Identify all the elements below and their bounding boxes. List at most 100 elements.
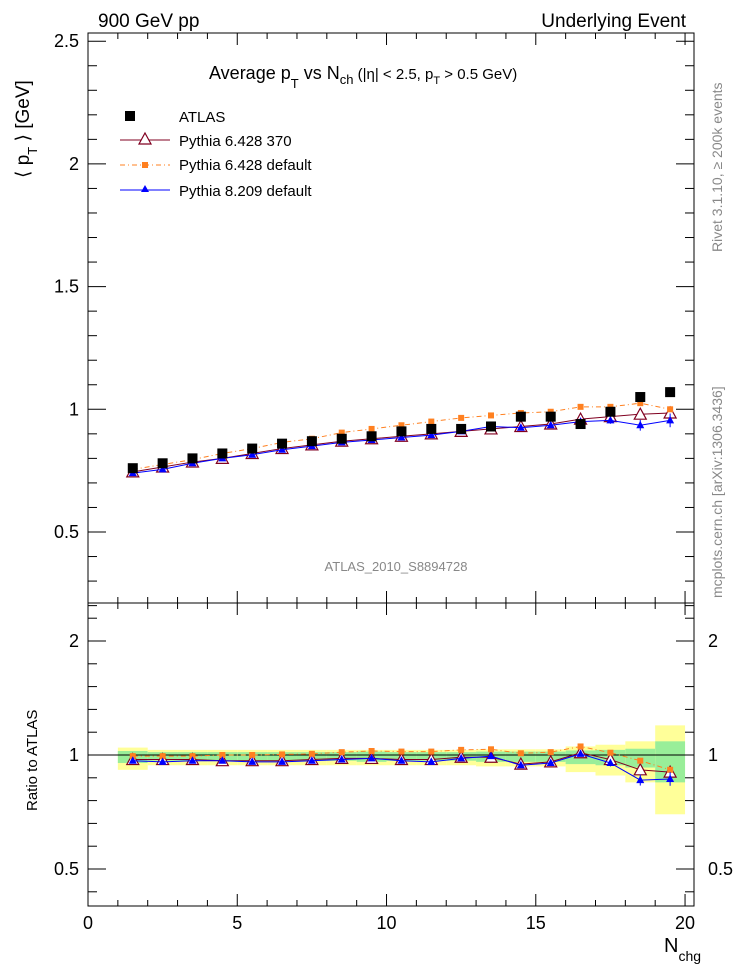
rivet-label: Rivet 3.1.10, ≥ 200k events <box>709 82 725 252</box>
ratio-pythia8-default-point <box>337 755 346 763</box>
pythia6-default-point <box>577 403 584 410</box>
ratio-pythia6-default-point <box>517 750 524 757</box>
pythia6-default-point <box>488 412 495 419</box>
pythia6-default-point <box>338 429 345 436</box>
legend-marker-p6-370 <box>137 131 153 145</box>
analysis-id-label: ATLAS_2010_S8894728 <box>325 559 468 574</box>
ratio-pythia6-default-point <box>458 746 465 753</box>
main-ylabel: ⟨ pT ⟩ [GeV] <box>13 80 40 178</box>
atlas-point <box>665 387 676 398</box>
atlas-point <box>515 411 526 422</box>
ratio-pythia6-default-point <box>308 750 315 757</box>
ratio-y-tick-label-right: 0.5 <box>708 859 733 879</box>
ratio-pythia6-default-point <box>488 746 495 753</box>
ratio-panel: Ratio to ATLAS <box>24 602 695 907</box>
ratio-pythia6-default-point <box>129 753 136 760</box>
ratio-pythia6-default-point <box>577 743 584 750</box>
ylabel-part-a: ⟨ p <box>13 155 34 178</box>
xlabel-n: N <box>664 935 678 957</box>
x-tick-label: 0 <box>83 913 93 933</box>
main-plot-area <box>125 387 678 478</box>
pythia8-default-point <box>278 445 287 453</box>
pythia8-default-point <box>397 433 406 441</box>
atlas-point <box>187 453 198 464</box>
atlas-point <box>247 443 258 454</box>
ratio-pythia6-default-point <box>547 749 554 756</box>
ratio-pythia6-default-point <box>398 748 405 755</box>
title-part-cuts2: > 0.5 GeV) <box>440 66 517 83</box>
ratio-y-tick-label-right: 2 <box>708 631 718 651</box>
pythia6-default-point <box>398 422 405 429</box>
title-part-vs: vs N <box>299 63 340 83</box>
ratio-band-inner <box>505 751 536 762</box>
pythia6-default-point <box>458 414 465 421</box>
pythia8-default-point <box>516 423 525 431</box>
ratio-pythia8-default-point <box>487 751 496 760</box>
legend-label-p6-default: Pythia 6.428 default <box>179 157 312 174</box>
ratio-pythia8-default-point <box>188 756 197 764</box>
ratio-y-tick-label: 1 <box>69 745 79 765</box>
atlas-point <box>575 419 586 430</box>
atlas-point <box>217 448 228 459</box>
ratio-pythia8-default-point <box>636 775 645 784</box>
main-panel: Average pT vs Nch (|η| < 2.5, pT > 0.5 G… <box>13 32 695 604</box>
ratio-pythia6-default-point <box>368 748 375 755</box>
atlas-point <box>366 431 377 442</box>
x-tick-label: 20 <box>675 913 695 933</box>
title-sub-pt2: T <box>433 75 440 87</box>
pythia8-default-point <box>248 450 257 458</box>
ratio-pythia8-default-point <box>457 753 466 762</box>
ratio-pythia8-default-point <box>367 753 376 762</box>
ratio-pythia8-default-point <box>128 756 137 764</box>
ratio-pythia6-default-point <box>428 748 435 755</box>
legend-marker-p8-default <box>141 185 149 192</box>
ratio-pythia8-default-point <box>546 758 555 766</box>
y-tick-label: 1 <box>69 399 79 419</box>
pythia6-370-line <box>132 412 671 473</box>
title-part-cuts: (|η| < 2.5, p <box>353 66 433 83</box>
pythia6-default-point <box>637 400 644 407</box>
legend-label-atlas: ATLAS <box>179 109 225 126</box>
atlas-point <box>396 426 407 437</box>
ratio-pythia8-default-point <box>397 756 406 764</box>
ratio-pythia6-default-point <box>219 752 226 758</box>
ratio-pythia6-default-point <box>667 766 674 773</box>
ratio-pythia8-default-point <box>248 757 257 765</box>
y-tick-label: 2 <box>69 154 79 174</box>
atlas-point <box>306 436 317 447</box>
y-tick-label: 1.5 <box>54 277 79 297</box>
ratio-pythia8-default-point <box>576 749 585 757</box>
ratio-pythia8-default-point <box>666 774 675 782</box>
atlas-point <box>127 463 138 474</box>
ratio-pythia6-default-point <box>249 752 256 758</box>
x-tick-label: 15 <box>526 913 546 933</box>
atlas-point <box>157 458 168 469</box>
ylabel-sub: T <box>25 147 40 155</box>
pythia6-370-point <box>633 406 648 420</box>
ratio-pythia8-default-point <box>278 757 287 765</box>
x-tick-label: 5 <box>232 913 242 933</box>
ratio-y-tick-label: 2 <box>69 631 79 651</box>
xlabel-sub: chg <box>678 948 701 964</box>
atlas-point <box>426 423 437 434</box>
legend-label-p6-370: Pythia 6.428 370 <box>179 133 292 150</box>
legend: ATLAS Pythia 6.428 370 Pythia 6.428 defa… <box>120 109 312 200</box>
ratio-pythia6-default-point <box>607 749 614 756</box>
pythia8-default-point <box>546 420 555 429</box>
atlas-point <box>486 421 497 432</box>
x-tick-label: 10 <box>377 913 397 933</box>
mcplots-label: mcplots.cern.ch [arXiv:1306.3436] <box>709 386 725 598</box>
pythia8-default-point <box>636 420 645 429</box>
xlabel: Nchg <box>664 935 701 964</box>
ratio-pythia6-default-point <box>159 753 166 760</box>
pythia6-default-point <box>667 406 674 413</box>
ratio-pythia8-default-point <box>307 756 316 764</box>
pythia6-default-point <box>368 425 375 432</box>
header-right: Underlying Event <box>541 11 686 32</box>
title-sub-pt: T <box>291 76 299 91</box>
atlas-point <box>605 406 616 417</box>
pythia6-default-point <box>428 418 435 425</box>
atlas-point <box>336 433 347 444</box>
ratio-y-tick-label-right: 1 <box>708 745 718 765</box>
atlas-point <box>635 392 646 403</box>
